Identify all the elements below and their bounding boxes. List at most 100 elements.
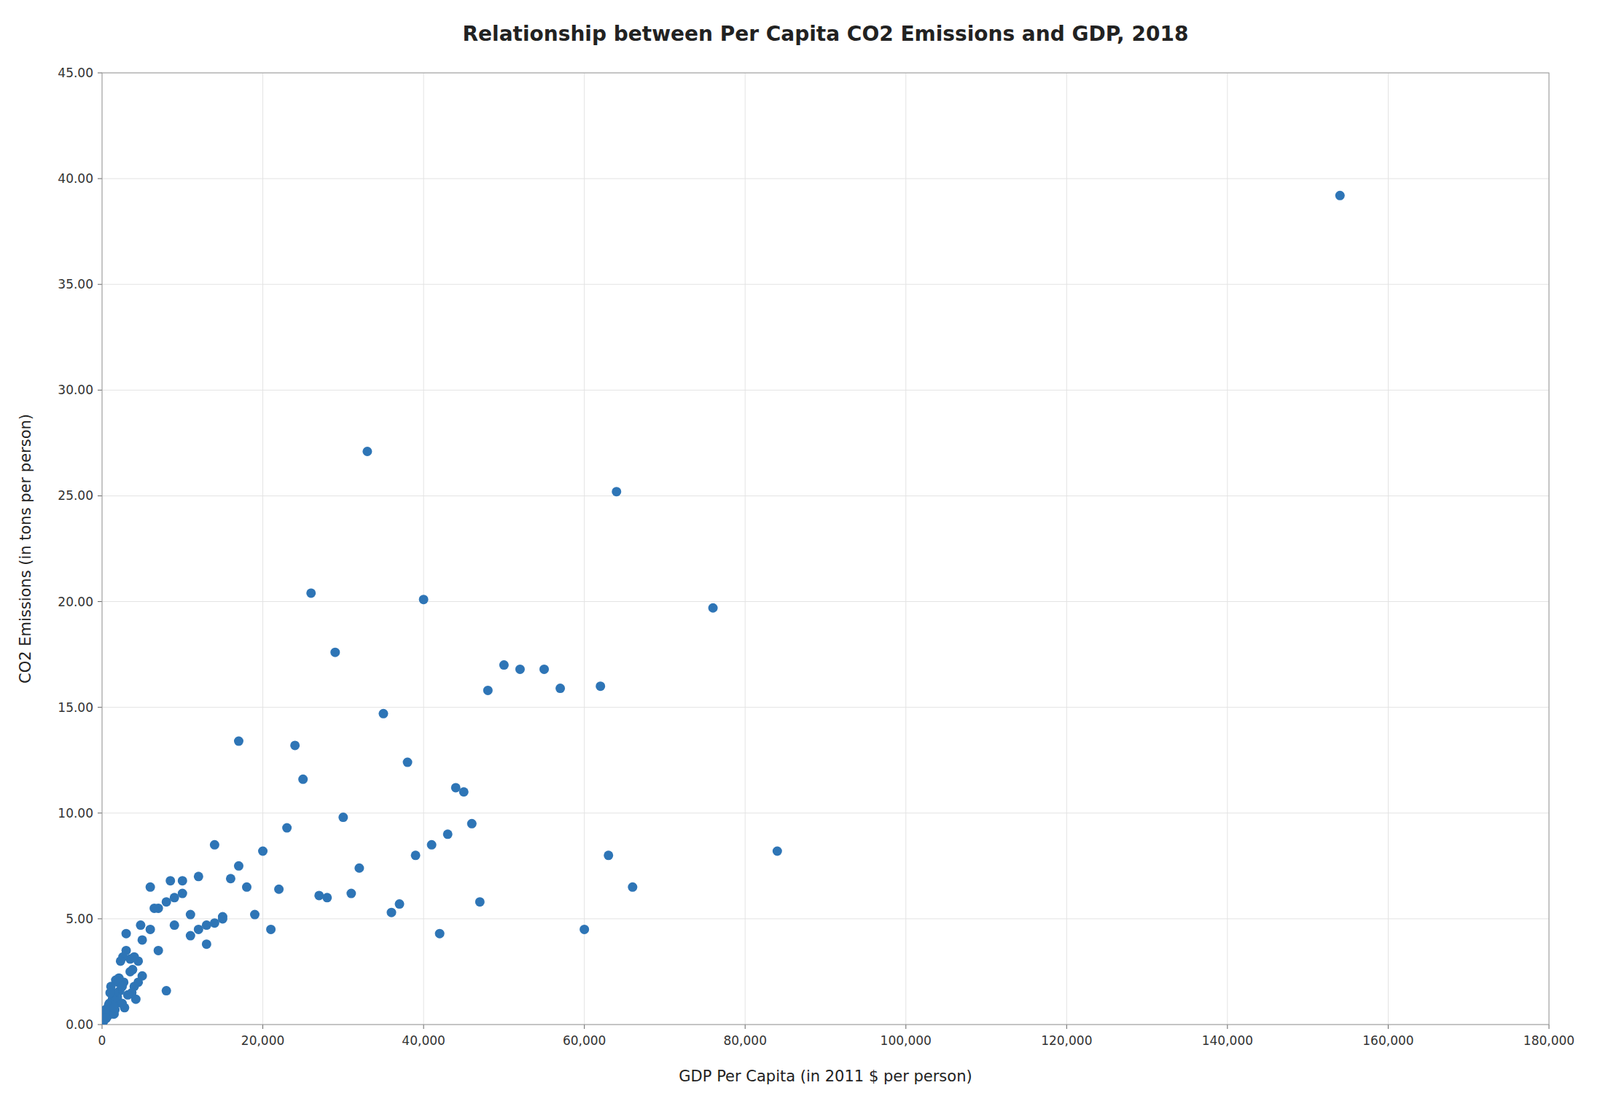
x-tick-label: 100,000 (880, 1033, 932, 1049)
y-tick (97, 284, 103, 286)
y-grid-line (102, 601, 1549, 603)
point (177, 889, 188, 899)
point (395, 899, 405, 909)
point (443, 829, 453, 839)
point (201, 939, 212, 950)
x-tick (1548, 1024, 1550, 1030)
point (266, 925, 276, 935)
x-tick-label: 60,000 (562, 1033, 606, 1049)
x-tick (905, 1024, 907, 1030)
point (290, 740, 300, 751)
point (603, 850, 614, 861)
y-tick (97, 72, 103, 74)
y-tick (97, 812, 103, 814)
point (346, 889, 356, 899)
point (539, 664, 549, 675)
point (435, 929, 445, 939)
x-tick (423, 1024, 425, 1030)
x-grid-line (744, 72, 746, 1025)
plot-frame (102, 72, 1549, 1025)
x-grid-line (1226, 72, 1228, 1025)
point (225, 873, 236, 884)
y-grid-line (102, 495, 1549, 497)
point (354, 863, 364, 874)
point (378, 709, 388, 719)
y-tick-label: 15.00 (57, 700, 94, 716)
x-grid-line (1066, 72, 1068, 1025)
y-grid-line (102, 707, 1549, 708)
x-grid-line (262, 72, 264, 1025)
point (475, 897, 485, 907)
x-grid-line (905, 72, 907, 1025)
point (483, 685, 493, 696)
x-axis-label: GDP Per Capita (in 2011 $ per person) (678, 1067, 972, 1086)
y-tick-label: 5.00 (65, 911, 94, 927)
point (102, 1013, 111, 1024)
point (427, 840, 437, 850)
point (403, 758, 413, 768)
point (129, 952, 140, 963)
x-tick (1387, 1024, 1389, 1030)
point (117, 998, 127, 1009)
x-tick-label: 40,000 (401, 1033, 445, 1049)
point (125, 967, 135, 977)
point (708, 603, 718, 614)
point (282, 823, 292, 834)
y-tick (97, 1024, 103, 1026)
x-axis: 020,00040,00060,00080,000100,000120,0001… (98, 1024, 1576, 1049)
point (627, 882, 638, 893)
point (515, 664, 525, 675)
point (165, 876, 175, 886)
point (153, 946, 164, 956)
point (322, 892, 332, 903)
point (201, 920, 212, 931)
point (137, 935, 148, 945)
y-grid-line (102, 389, 1549, 391)
x-grid-line (583, 72, 585, 1025)
point (298, 774, 308, 785)
x-tick-label: 20,000 (241, 1033, 285, 1049)
point (451, 782, 461, 793)
point (117, 981, 127, 992)
point (258, 847, 268, 857)
x-grid-line (1387, 72, 1389, 1025)
y-tick-label: 35.00 (57, 276, 94, 292)
y-tick (97, 918, 103, 920)
y-tick-label: 40.00 (57, 171, 94, 186)
point (419, 594, 429, 605)
point (362, 446, 372, 457)
point (193, 871, 204, 882)
point (772, 847, 783, 857)
point (169, 892, 180, 903)
point (123, 990, 133, 1001)
point (459, 787, 469, 797)
x-tick-label: 80,000 (723, 1033, 767, 1049)
y-tick (97, 601, 103, 603)
point (387, 908, 397, 918)
y-axis: 0.005.0010.0015.0020.0025.0030.0035.0040… (57, 65, 103, 1033)
point (102, 1005, 111, 1015)
point (121, 929, 132, 939)
point (209, 918, 220, 928)
point (193, 925, 204, 935)
point (105, 988, 116, 998)
x-grid-line (423, 72, 425, 1025)
point (467, 819, 477, 829)
background (0, 0, 1600, 1112)
point (233, 861, 244, 872)
y-tick-label: 10.00 (57, 806, 94, 821)
point (314, 890, 324, 901)
x-tick (583, 1024, 585, 1030)
x-tick-label: 120,000 (1040, 1033, 1092, 1049)
point (217, 914, 228, 924)
grid (102, 72, 1549, 1025)
point (579, 925, 589, 935)
y-grid-line (102, 918, 1549, 920)
x-tick (744, 1024, 746, 1030)
y-grid-line (102, 284, 1549, 286)
chart-container: 020,00040,00060,00080,000100,000120,0001… (0, 0, 1600, 1112)
y-tick (97, 178, 103, 180)
point (209, 840, 220, 850)
y-tick (97, 389, 103, 391)
x-tick (1066, 1024, 1068, 1030)
